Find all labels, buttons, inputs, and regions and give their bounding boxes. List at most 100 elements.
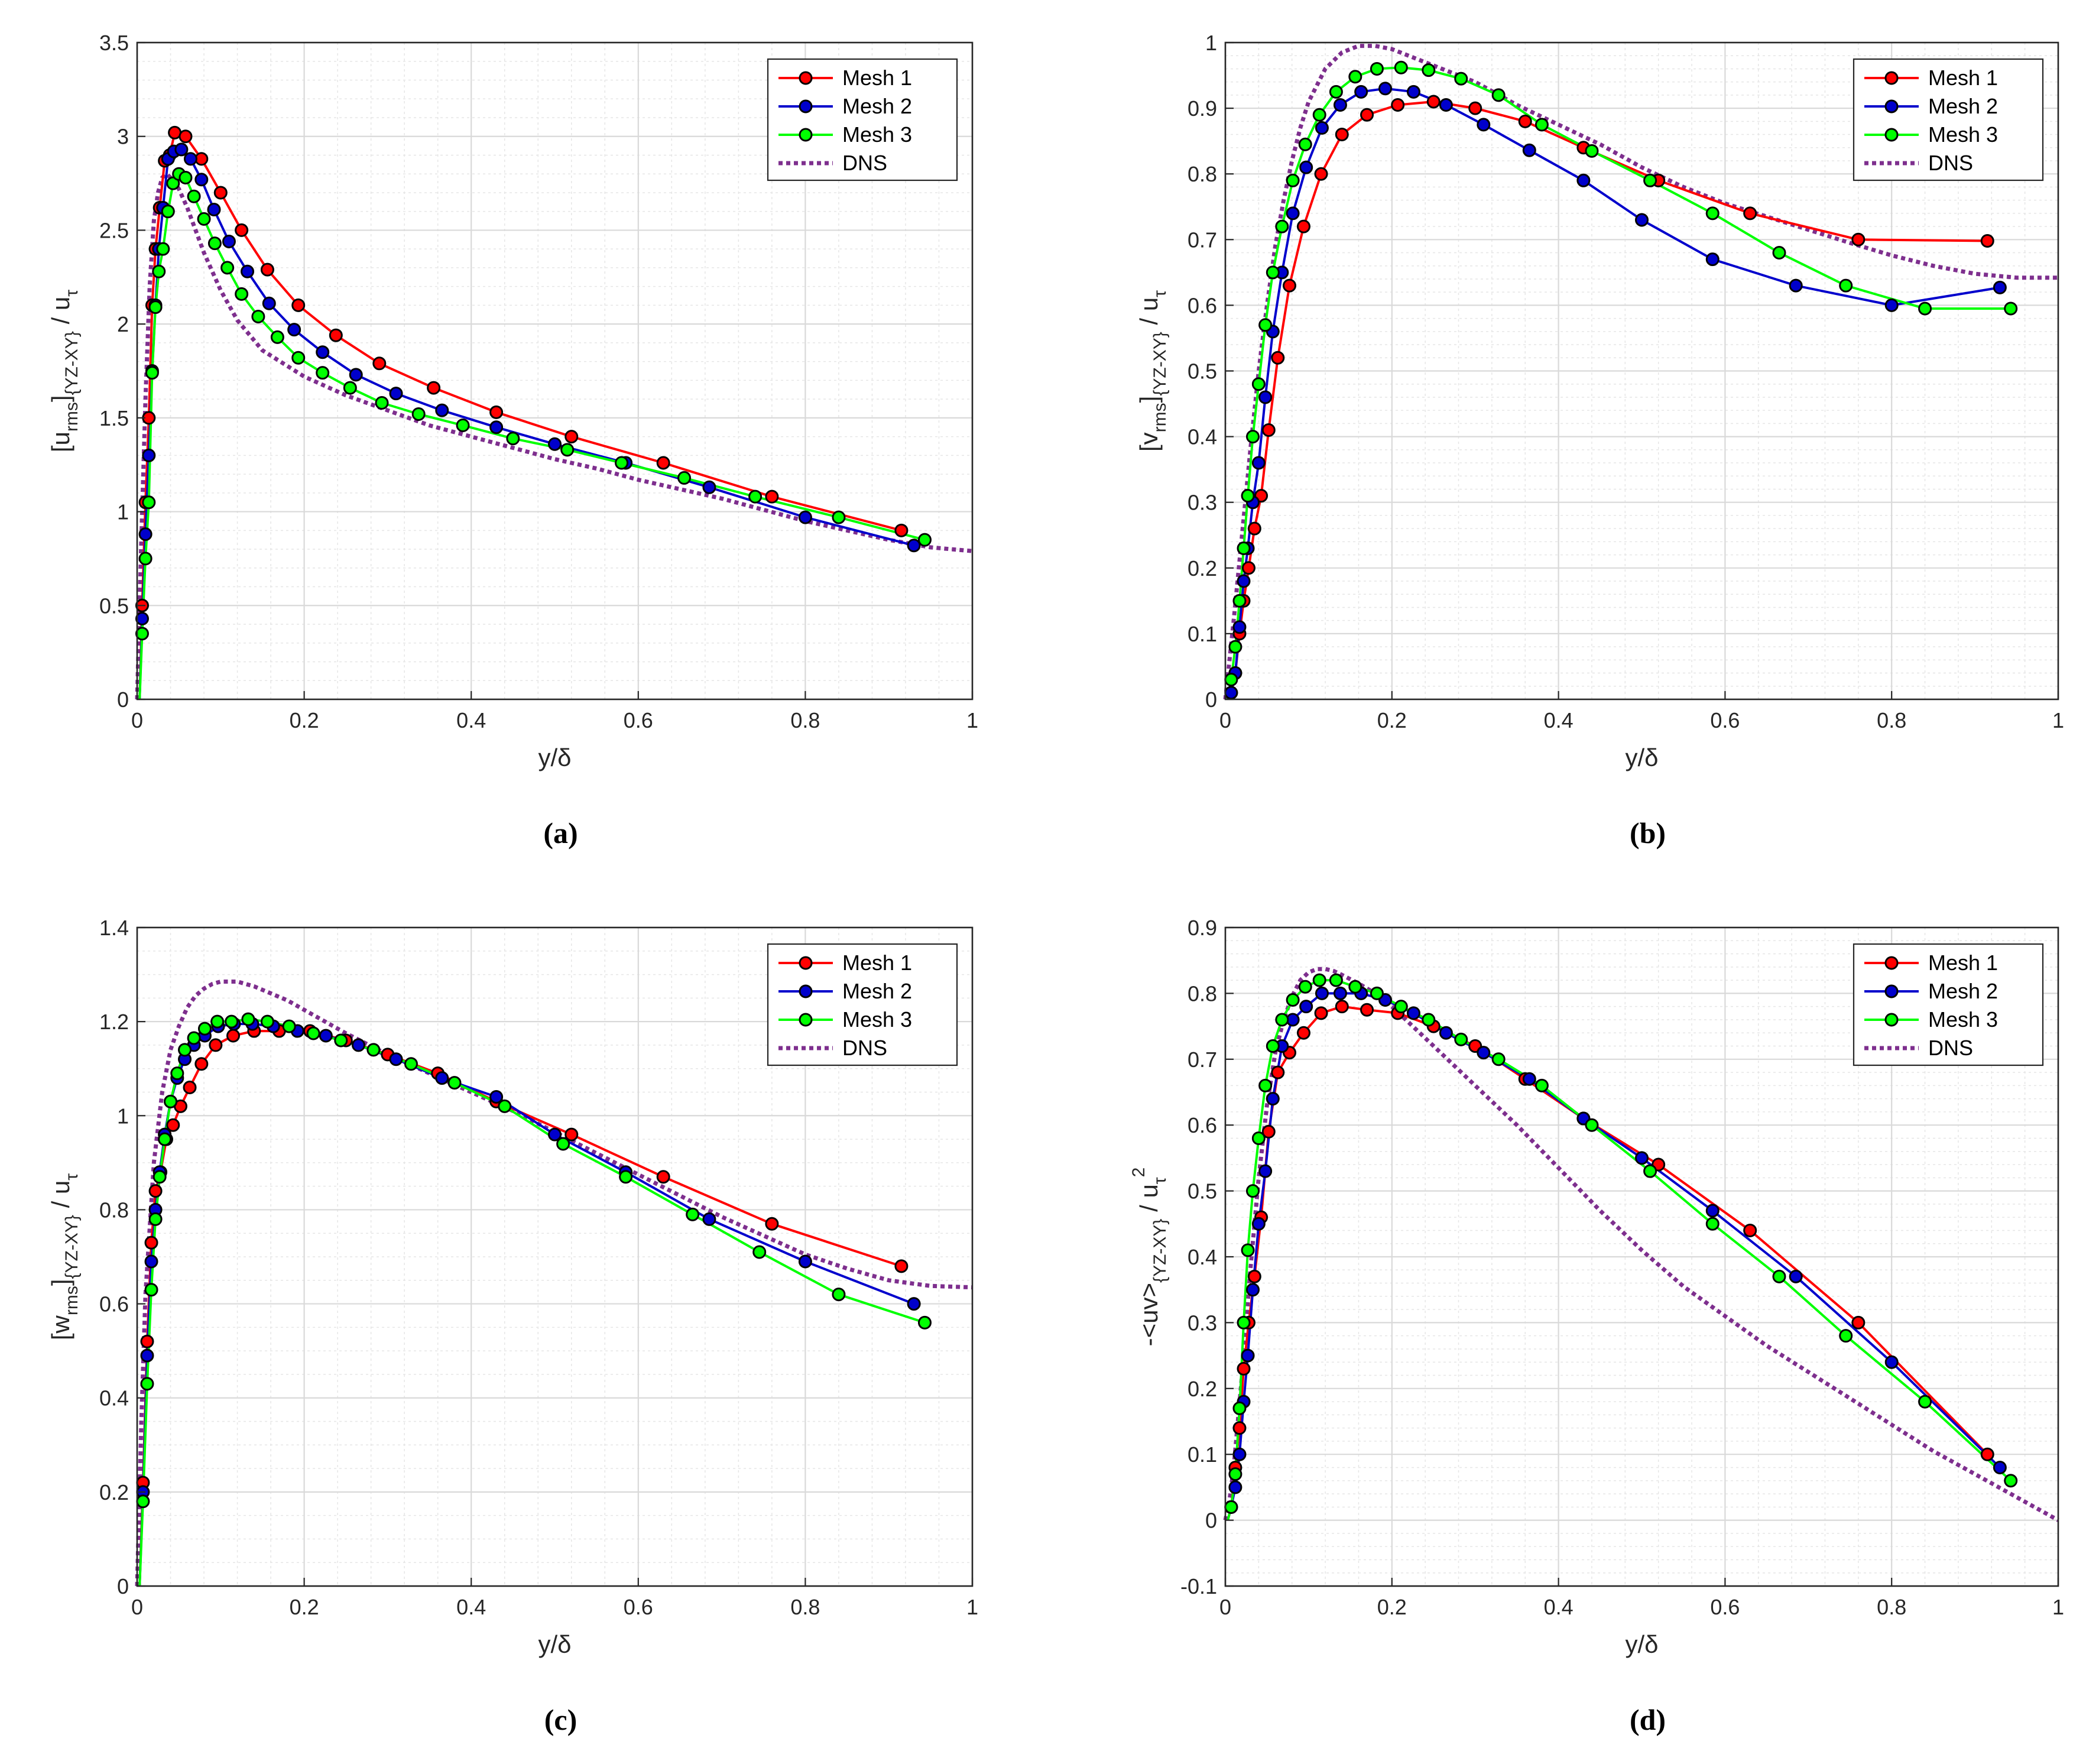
legend-label-mesh-1: Mesh 1 [842, 951, 912, 975]
legend-label-mesh-1: Mesh 1 [842, 66, 912, 90]
data-point-mesh-3 [1275, 219, 1289, 234]
data-point-mesh-3 [1918, 301, 1932, 316]
data-point-mesh-2 [262, 296, 276, 310]
y-tick-label: 0 [117, 1574, 129, 1598]
x-tick-label: 0.4 [456, 708, 486, 732]
data-point-mesh-2 [135, 612, 149, 626]
data-point-mesh-3 [334, 1033, 348, 1048]
data-point-mesh-3 [752, 1245, 767, 1259]
y-axis-label: -<uv>{YZ-XY} / uτ2 [1129, 1168, 1170, 1347]
x-axis-label: y/δ [1625, 1630, 1658, 1658]
data-point-mesh-1 [427, 381, 441, 395]
data-point-mesh-1 [489, 405, 504, 419]
data-point-mesh-3 [1286, 173, 1300, 187]
data-point-mesh-2 [1439, 98, 1453, 112]
data-point-mesh-2 [1378, 82, 1393, 96]
data-point-mesh-1 [1247, 521, 1261, 536]
data-point-mesh-3 [1705, 206, 1720, 220]
y-tick-label: 0.3 [1188, 491, 1217, 515]
data-point-mesh-2 [1439, 1026, 1453, 1040]
data-point-mesh-2 [222, 234, 236, 248]
y-tick-label: 0.2 [99, 1480, 129, 1504]
y-tick-label: 0.2 [1188, 556, 1217, 581]
data-point-mesh-3 [135, 627, 149, 641]
y-tick-label: 0.3 [1188, 1311, 1217, 1335]
x-tick-label: 0.8 [790, 708, 820, 732]
data-point-mesh-3 [145, 366, 159, 380]
x-tick-label: 0.4 [1544, 708, 1574, 732]
data-point-mesh-1 [144, 1236, 158, 1250]
data-point-mesh-3 [1491, 1052, 1506, 1066]
data-point-mesh-2 [389, 387, 403, 401]
data-point-mesh-3 [1394, 1000, 1408, 1014]
legend-label-dns: DNS [1928, 1036, 1973, 1060]
data-point-mesh-2 [1333, 986, 1347, 1000]
data-point-mesh-3 [158, 1132, 172, 1146]
legend-label-mesh-1: Mesh 1 [1928, 66, 1998, 90]
legend-label-mesh-1: Mesh 1 [1928, 951, 1998, 975]
data-point-mesh-3 [498, 1099, 512, 1113]
data-point-mesh-3 [153, 1170, 167, 1184]
data-point-mesh-3 [1329, 85, 1343, 99]
data-point-mesh-2 [349, 368, 363, 382]
y-tick-label: 0.8 [1188, 162, 1217, 186]
data-point-mesh-1 [765, 489, 779, 504]
data-point-mesh-3 [1266, 265, 1280, 280]
legend: Mesh 1 Mesh 2 Mesh 3 DNS [767, 58, 958, 181]
data-point-mesh-1 [194, 1057, 209, 1071]
data-point-mesh-3 [832, 1288, 846, 1302]
data-point-mesh-3 [1298, 980, 1312, 994]
y-tick-label: 0.5 [1188, 1179, 1217, 1204]
minor-grid [137, 928, 972, 1586]
data-point-mesh-3 [411, 407, 426, 421]
data-point-mesh-3 [366, 1043, 381, 1057]
data-point-mesh-3 [197, 1022, 212, 1036]
data-point-mesh-1 [1391, 98, 1405, 112]
data-point-mesh-1 [765, 1217, 779, 1231]
data-point-mesh-3 [686, 1207, 700, 1221]
legend-label-dns: DNS [842, 1036, 887, 1060]
x-tick-label: 0.2 [290, 1595, 319, 1619]
data-point-mesh-3 [1370, 61, 1384, 76]
data-point-mesh-1 [1851, 232, 1866, 247]
legend-label-mesh-2: Mesh 2 [842, 94, 912, 118]
legend-label-mesh-2: Mesh 2 [1928, 94, 1998, 118]
data-point-mesh-1 [656, 456, 670, 470]
x-tick-label: 0.4 [1544, 1595, 1574, 1619]
y-tick-label: 0 [1205, 1509, 1217, 1533]
data-point-mesh-2 [1993, 1460, 2007, 1474]
data-point-mesh-3 [1251, 377, 1266, 391]
data-point-mesh-1 [148, 1184, 163, 1198]
data-point-mesh-2 [1299, 160, 1313, 174]
data-point-mesh-2 [1245, 1283, 1260, 1297]
y-tick-label: 0.6 [1188, 293, 1217, 317]
x-tick-label: 0.2 [1377, 1595, 1407, 1619]
x-tick-label: 0.2 [290, 708, 319, 732]
data-point-mesh-3 [1585, 144, 1599, 158]
y-tick-label: 0.4 [1188, 425, 1217, 449]
data-point-mesh-1 [1360, 1003, 1374, 1017]
data-point-mesh-3 [1491, 88, 1506, 102]
data-point-mesh-3 [179, 171, 193, 185]
data-point-mesh-3 [1643, 1164, 1657, 1178]
data-point-mesh-2 [1251, 1217, 1266, 1231]
series-line-dns [135, 171, 973, 700]
data-point-mesh-2 [702, 480, 716, 494]
data-point-mesh-2 [1241, 1348, 1255, 1363]
data-point-mesh-1 [140, 1334, 154, 1348]
y-tick-label: 0.5 [1188, 359, 1217, 384]
series-line-dns [1223, 44, 2058, 700]
data-point-mesh-2 [1315, 121, 1329, 135]
data-point-mesh-2 [1477, 1046, 1491, 1060]
legend-marker-mesh-2 [1884, 99, 1899, 114]
data-point-mesh-3 [343, 381, 357, 395]
data-point-mesh-3 [615, 456, 629, 470]
data-point-mesh-3 [1266, 1039, 1280, 1053]
y-axis-label: [wrms]{YZ-XY} / uτ [47, 1173, 82, 1340]
legend-label-mesh-3: Mesh 3 [842, 122, 912, 147]
x-tick-label: 0 [1219, 708, 1231, 732]
data-point-mesh-2 [1522, 1072, 1536, 1086]
x-axis-label: y/δ [538, 1630, 571, 1658]
y-tick-label: 0 [1205, 688, 1217, 712]
y-tick-label: 0.7 [1188, 228, 1217, 252]
